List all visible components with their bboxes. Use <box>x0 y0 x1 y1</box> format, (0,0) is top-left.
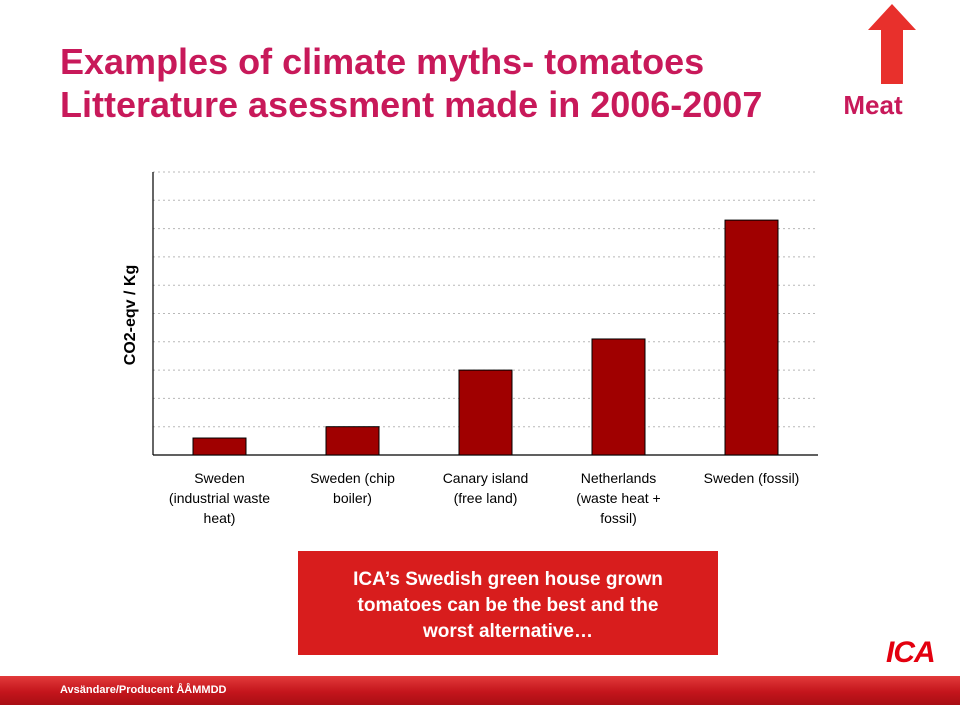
ica-logo-text: ICA <box>886 636 935 666</box>
bar-2 <box>325 426 380 456</box>
callout-box: ICA’s Swedish green house grown tomatoes… <box>298 551 718 655</box>
bar-3 <box>458 369 513 456</box>
meat-label: Meat <box>843 90 903 120</box>
meat-indicator: Meat <box>835 4 955 124</box>
callout-line-3: worst alternative… <box>423 621 593 642</box>
title-line-2: Litterature asessment made in 2006-2007 <box>60 84 763 125</box>
x-tick-label-5: Sweden (fossil) <box>704 470 800 486</box>
bar-4 <box>591 338 646 456</box>
bar-chart: Sweden (industrial waste heat) Sweden (chip… <box>122 171 818 526</box>
x-tick-label-4: Netherlands (waste heat + fossil) <box>576 470 660 526</box>
bar-5 <box>724 219 779 456</box>
slide-title: Examples of climate myths- tomatoes Litt… <box>60 40 762 126</box>
footer-bar <box>0 676 960 705</box>
up-arrow-icon <box>868 4 916 84</box>
callout-line-2: tomatoes can be the best and the <box>357 595 659 616</box>
x-tick-label-1: Sweden (industrial waste heat) <box>169 470 270 526</box>
y-axis-label: CO2-eqv / Kg <box>122 265 139 365</box>
callout-line-1: ICA’s Swedish green house grown <box>353 569 663 590</box>
footer-text: Avsändare/Producent ÅÅMMDD <box>60 684 227 696</box>
bar-1 <box>192 437 247 456</box>
title-line-1: Examples of climate myths- tomatoes <box>60 41 705 82</box>
ica-logo: ICA <box>886 636 936 666</box>
x-tick-label-3: Canary island (free land) <box>443 470 529 506</box>
x-tick-label-2: Sweden (chip boiler) <box>310 470 395 506</box>
